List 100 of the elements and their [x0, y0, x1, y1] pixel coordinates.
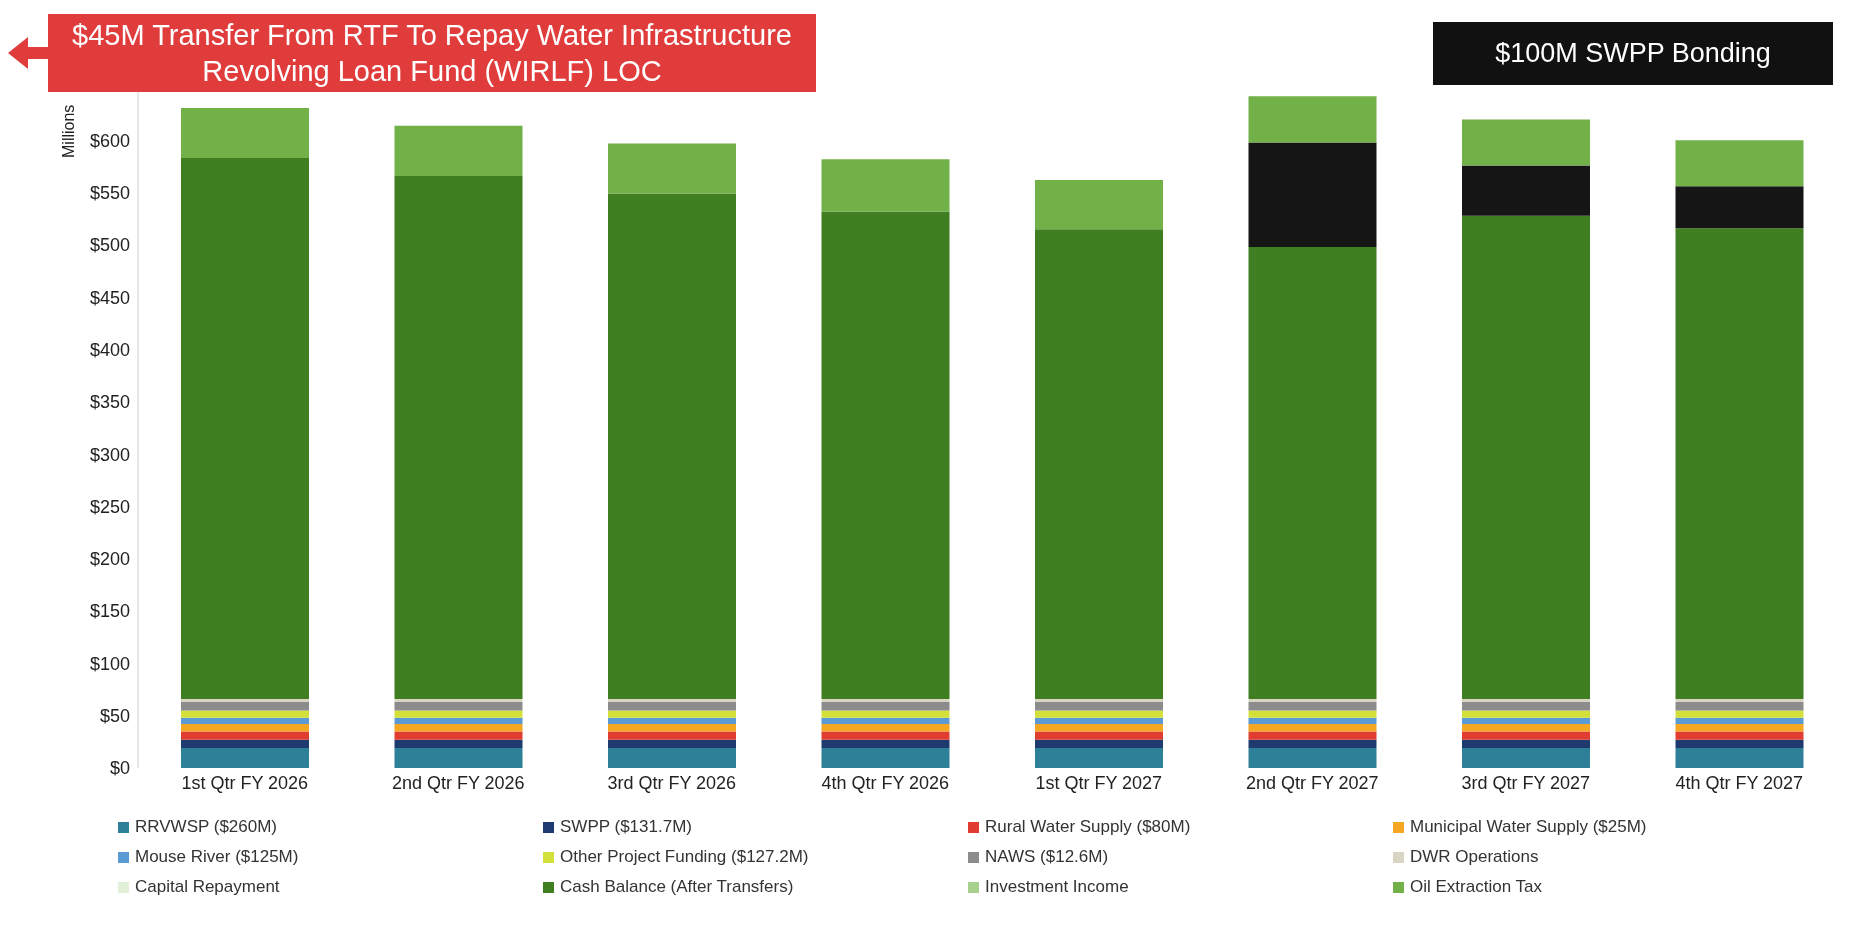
bar	[821, 739, 950, 749]
bar	[1462, 717, 1590, 725]
bar	[821, 724, 950, 732]
bar	[821, 698, 950, 703]
bar	[181, 724, 309, 732]
bar	[1675, 717, 1804, 725]
bar	[1035, 710, 1163, 718]
bar	[1248, 96, 1377, 143]
legend-label: SWPP ($131.7M)	[560, 817, 692, 837]
bar	[821, 211, 950, 699]
bar	[1675, 739, 1804, 749]
legend-label: Municipal Water Supply ($25M)	[1410, 817, 1647, 837]
x-tick-label: 3rd Qtr FY 2026	[607, 772, 737, 793]
y-axis-title: Millions	[60, 104, 78, 158]
bar	[394, 739, 523, 749]
bar	[1675, 228, 1804, 699]
bar	[1248, 698, 1377, 703]
bar	[1035, 702, 1163, 711]
bar	[1462, 702, 1590, 711]
bar	[821, 159, 950, 212]
bar	[394, 717, 523, 725]
bar	[394, 698, 523, 703]
bar	[1248, 748, 1377, 768]
bar	[394, 125, 523, 176]
bar	[1675, 731, 1804, 740]
x-tick-label: 3rd Qtr FY 2027	[1461, 772, 1591, 793]
bar	[394, 731, 523, 740]
bar	[1035, 717, 1163, 725]
bar	[608, 710, 736, 718]
bar	[181, 748, 309, 768]
bar	[1462, 119, 1590, 166]
legend-label: Mouse River ($125M)	[135, 847, 299, 867]
x-tick-label: 1st Qtr FY 2027	[1035, 772, 1163, 793]
bar	[181, 739, 309, 749]
bar	[394, 710, 523, 718]
bar	[821, 710, 950, 718]
text: $45M Transfer From RTF To Repay Water Infrastructure Revolving Loan Fund (WIRLF) LOC	[48, 14, 816, 92]
bar	[181, 158, 309, 699]
bar	[608, 731, 736, 740]
bar	[1462, 748, 1590, 768]
bar	[181, 710, 309, 718]
bar	[1675, 724, 1804, 732]
text: $100M SWPP Bonding	[1433, 22, 1833, 85]
bar	[1462, 739, 1590, 749]
bar	[181, 698, 309, 703]
bar	[1035, 698, 1163, 703]
x-tick-label: 4th Qtr FY 2026	[821, 772, 950, 793]
y-tick-label: $500	[89, 235, 130, 256]
bar	[394, 748, 523, 768]
bar	[181, 731, 309, 740]
legend-label: NAWS ($12.6M)	[985, 847, 1109, 867]
bar	[1248, 724, 1377, 732]
y-tick-label: $150	[89, 601, 130, 622]
bar	[1462, 710, 1590, 718]
bar	[1675, 748, 1804, 768]
bar	[1248, 739, 1377, 749]
bar	[394, 702, 523, 711]
legend-label: Cash Balance (After Transfers)	[560, 877, 794, 897]
bar	[1035, 731, 1163, 740]
bar	[181, 702, 309, 711]
bar	[1035, 180, 1163, 230]
bar	[394, 724, 523, 732]
bar	[608, 143, 736, 194]
bar	[821, 748, 950, 768]
x-tick-label: 2nd Qtr FY 2027	[1245, 772, 1379, 793]
legend-label: RRVWSP ($260M)	[135, 817, 278, 837]
bar	[1462, 731, 1590, 740]
bar	[1035, 724, 1163, 732]
x-tick-label: 1st Qtr FY 2026	[181, 772, 309, 793]
bar	[608, 724, 736, 732]
y-tick-label: $600	[89, 130, 130, 151]
legend-label: Rural Water Supply ($80M)	[985, 817, 1191, 837]
y-tick-label: $50	[99, 706, 130, 727]
bar	[1675, 186, 1804, 229]
bar	[1035, 739, 1163, 749]
y-tick-label: $450	[89, 287, 130, 308]
y-tick-label: $250	[89, 496, 130, 517]
y-tick-label: $550	[89, 183, 130, 204]
bar	[608, 193, 736, 699]
bar	[394, 175, 523, 699]
y-tick-label: $100	[89, 653, 130, 674]
bar	[608, 698, 736, 703]
bar	[1462, 698, 1590, 703]
y-tick-label: $400	[89, 339, 130, 360]
y-tick-label: $350	[89, 392, 130, 413]
y-tick-label: $0	[109, 758, 130, 779]
bar	[181, 107, 309, 159]
bar	[1462, 724, 1590, 732]
bar	[181, 717, 309, 725]
legend-label: Other Project Funding ($127.2M)	[560, 847, 809, 867]
legend-label: DWR Operations	[1410, 847, 1539, 867]
bar	[1248, 702, 1377, 711]
x-tick-label: 2nd Qtr FY 2026	[391, 772, 525, 793]
bar	[608, 739, 736, 749]
bar	[1675, 702, 1804, 711]
bar	[1248, 710, 1377, 718]
bar	[1035, 748, 1163, 768]
bar	[821, 731, 950, 740]
legend-label: Capital Repayment	[135, 877, 280, 897]
bar	[1248, 247, 1377, 699]
